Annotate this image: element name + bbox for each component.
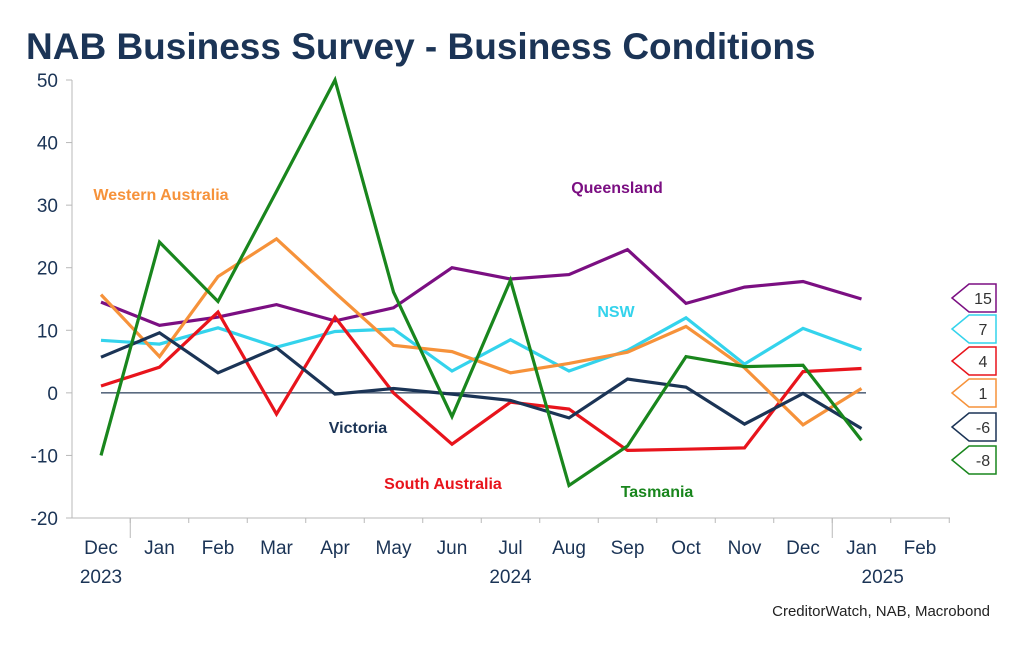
x-tick-label: Jul <box>498 538 522 559</box>
series-label-queensland: Queensland <box>571 180 663 197</box>
end-tag-box <box>950 283 997 313</box>
y-tick-label: -20 <box>31 509 58 530</box>
y-tick-label: 10 <box>37 321 58 342</box>
x-tick-label: Dec <box>84 538 118 559</box>
end-tag-value: -6 <box>976 420 990 437</box>
end-tag-value: 7 <box>979 322 988 339</box>
end-tag-south-australia: 4 <box>950 346 997 376</box>
end-tag-nsw: 7 <box>950 314 997 344</box>
y-tick-label: 0 <box>47 384 58 405</box>
series-label-south-australia: South Australia <box>384 476 502 493</box>
series-label-tasmania: Tasmania <box>621 484 694 501</box>
series-label-western-australia: Western Australia <box>93 187 228 204</box>
end-tag-tasmania: -8 <box>950 445 997 475</box>
end-tag-box <box>950 346 997 376</box>
chart-title: NAB Business Survey - Business Condition… <box>26 26 816 67</box>
x-tick-label: Aug <box>552 538 586 559</box>
end-tag-value: 4 <box>979 354 988 371</box>
series-line-queensland <box>100 247 862 327</box>
x-tick-label: Mar <box>260 538 293 559</box>
x-tick-label: Jan <box>846 538 877 559</box>
y-tick-label: -10 <box>31 446 58 467</box>
end-tag-queensland: 15 <box>950 283 997 313</box>
x-axis: Dec Jan Feb Mar Apr May Jun Jul Aug Sep Oct Nov Dec J… <box>72 517 950 588</box>
y-tick-label: 20 <box>37 259 58 280</box>
end-tag-box <box>950 445 997 475</box>
end-tag-western-australia: 1 <box>950 378 997 408</box>
y-axis: 50 40 30 20 10 0 -10 -20 <box>31 71 73 530</box>
x-tick-label: Nov <box>728 538 762 559</box>
x-year-label: 2023 <box>80 567 122 588</box>
series-lines <box>99 75 863 489</box>
end-tag-victoria: -6 <box>950 412 997 442</box>
series-line-victoria <box>100 330 863 430</box>
y-tick-label: 50 <box>37 71 58 92</box>
x-tick-label: Feb <box>904 538 937 559</box>
end-tag-box <box>950 314 997 344</box>
series-line-tasmania <box>99 75 863 489</box>
x-tick-label: Oct <box>671 538 701 559</box>
x-tick-label: May <box>376 538 412 559</box>
end-tag-box <box>950 378 997 408</box>
series-line-south-australia <box>100 309 862 453</box>
end-tag-value: 1 <box>979 386 988 403</box>
series-labels: Queensland NSW South Australia Western Aust… <box>93 180 693 501</box>
y-tick-label: 40 <box>37 134 58 155</box>
x-tick-label: Apr <box>320 538 350 559</box>
series-label-nsw: NSW <box>597 304 635 321</box>
end-tag-value: -8 <box>976 453 990 470</box>
end-value-tags: 15 7 4 1 -6 -8 <box>950 283 997 475</box>
end-tag-box <box>950 412 997 442</box>
x-tick-label: Jun <box>437 538 468 559</box>
x-tick-label: Dec <box>786 538 820 559</box>
series-line-western-australia <box>99 236 863 427</box>
x-tick-label: Jan <box>144 538 175 559</box>
x-year-label: 2024 <box>489 567 532 588</box>
x-tick-label: Sep <box>611 538 645 559</box>
x-tick-label: Feb <box>202 538 235 559</box>
y-tick-label: 30 <box>37 196 58 217</box>
series-label-victoria: Victoria <box>329 420 388 437</box>
x-year-label: 2025 <box>862 567 904 588</box>
source-note: CreditorWatch, NAB, Macrobond <box>772 603 990 620</box>
end-tag-value: 15 <box>974 291 992 308</box>
